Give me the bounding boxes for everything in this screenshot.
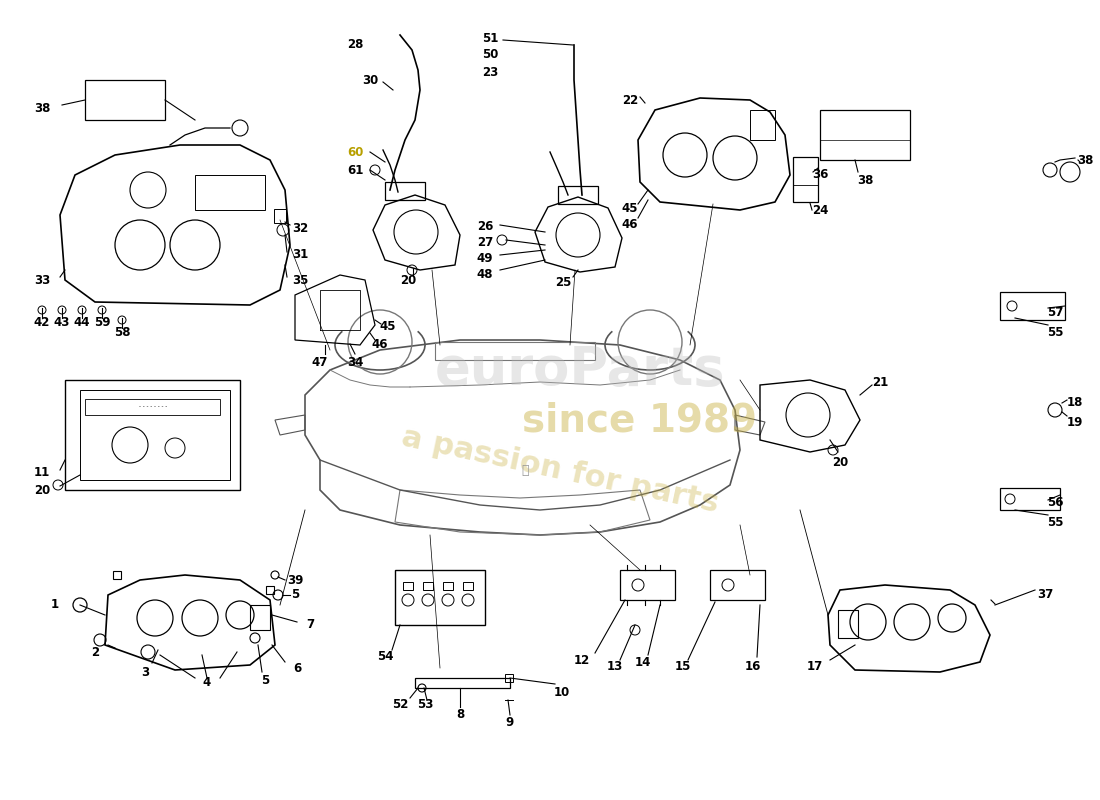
Text: euroParts: euroParts	[434, 344, 725, 396]
Bar	[820, 110, 910, 160]
Bar	[434, 342, 595, 360]
Text: 50: 50	[482, 49, 498, 62]
Bar	[443, 582, 453, 590]
Text: 38: 38	[857, 174, 873, 186]
Text: 17: 17	[807, 661, 823, 674]
Bar	[85, 399, 220, 415]
Bar	[274, 209, 286, 223]
Bar	[65, 380, 240, 490]
Text: 25: 25	[554, 275, 571, 289]
Text: 22: 22	[621, 94, 638, 106]
Text: 2: 2	[91, 646, 99, 659]
Text: 42: 42	[34, 315, 51, 329]
Text: 30: 30	[362, 74, 378, 86]
Text: 12: 12	[574, 654, 590, 666]
Bar	[620, 570, 675, 600]
Bar	[710, 570, 764, 600]
Text: 16: 16	[745, 661, 761, 674]
Bar	[424, 582, 433, 590]
Bar	[558, 186, 598, 204]
Text: 37: 37	[1037, 589, 1053, 602]
Text: 35: 35	[292, 274, 308, 286]
Bar	[415, 678, 510, 688]
Text: 14: 14	[635, 657, 651, 670]
Text: 20: 20	[832, 455, 848, 469]
Text: 45: 45	[621, 202, 638, 214]
Text: 21: 21	[872, 375, 888, 389]
Text: 4: 4	[202, 677, 211, 690]
Bar	[403, 582, 412, 590]
Text: 48: 48	[476, 269, 493, 282]
Bar	[1000, 292, 1065, 320]
Text: 46: 46	[621, 218, 638, 231]
Text: 31: 31	[292, 249, 308, 262]
Text: 7: 7	[306, 618, 315, 631]
Text: 45: 45	[379, 321, 396, 334]
Bar	[463, 582, 473, 590]
Bar	[385, 182, 425, 200]
Text: 38: 38	[1077, 154, 1093, 166]
Text: 36: 36	[812, 169, 828, 182]
Bar	[113, 571, 121, 579]
Text: 34: 34	[346, 355, 363, 369]
Text: 10: 10	[554, 686, 570, 698]
Text: 1: 1	[51, 598, 59, 611]
Text: 5: 5	[290, 589, 299, 602]
Text: a passion for parts: a passion for parts	[399, 422, 722, 518]
Text: 51: 51	[482, 31, 498, 45]
Text: 61: 61	[346, 163, 363, 177]
Text: 60: 60	[346, 146, 363, 158]
Text: 23: 23	[482, 66, 498, 78]
Text: 58: 58	[113, 326, 130, 338]
Text: 53: 53	[417, 698, 433, 711]
Text: 32: 32	[292, 222, 308, 234]
Text: 57: 57	[1047, 306, 1064, 318]
Text: 18: 18	[1067, 395, 1084, 409]
Text: 46: 46	[372, 338, 388, 351]
Text: 54: 54	[376, 650, 394, 663]
Bar	[80, 390, 230, 480]
Text: 33: 33	[34, 274, 51, 286]
Text: 49: 49	[476, 251, 493, 265]
Text: 28: 28	[346, 38, 363, 51]
Text: 52: 52	[392, 698, 408, 711]
Bar	[85, 80, 165, 120]
Bar	[750, 110, 776, 140]
Text: 56: 56	[1047, 497, 1064, 510]
Text: 19: 19	[1067, 415, 1084, 429]
Bar	[793, 157, 818, 202]
Text: 39: 39	[287, 574, 304, 586]
Bar	[250, 605, 270, 630]
Text: 8: 8	[455, 709, 464, 722]
Text: 6: 6	[293, 662, 301, 674]
Text: Ⓛ: Ⓛ	[521, 463, 529, 477]
Text: 27: 27	[477, 235, 493, 249]
Text: 55: 55	[1047, 515, 1064, 529]
Text: 9: 9	[506, 715, 514, 729]
Text: since 1989: since 1989	[522, 401, 758, 439]
Bar	[195, 175, 265, 210]
Text: 15: 15	[674, 661, 691, 674]
Text: 20: 20	[400, 274, 416, 286]
Text: 47: 47	[311, 355, 328, 369]
Text: 26: 26	[476, 221, 493, 234]
Text: - - - - - - - -: - - - - - - - -	[139, 405, 167, 410]
Text: 5: 5	[261, 674, 270, 686]
Bar	[395, 570, 485, 625]
Text: 55: 55	[1047, 326, 1064, 338]
Bar	[505, 674, 513, 682]
Text: 38: 38	[34, 102, 51, 114]
Text: 11: 11	[34, 466, 51, 479]
Text: 44: 44	[74, 315, 90, 329]
Text: 59: 59	[94, 315, 110, 329]
Text: 24: 24	[812, 203, 828, 217]
Text: 13: 13	[607, 661, 623, 674]
Bar	[1000, 488, 1060, 510]
Text: 3: 3	[141, 666, 150, 679]
Text: 20: 20	[34, 483, 51, 497]
Text: 43: 43	[54, 315, 70, 329]
Bar	[266, 586, 274, 594]
Bar	[838, 610, 858, 638]
